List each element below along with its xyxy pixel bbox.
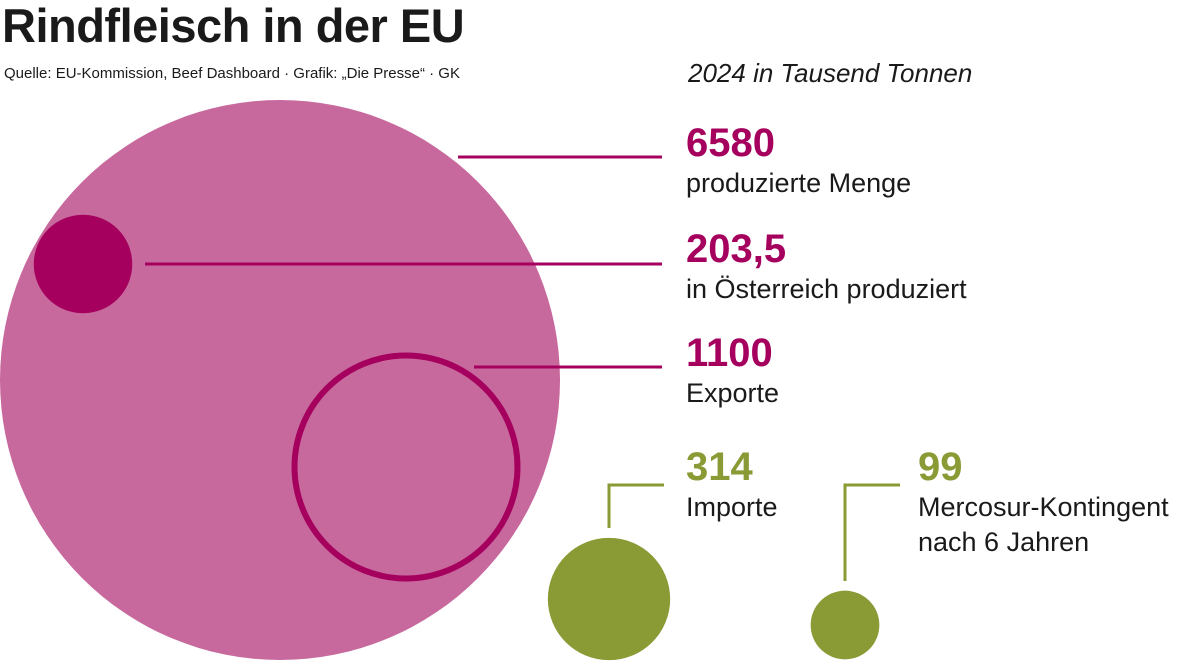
value-importe: 314	[686, 445, 753, 489]
bubble-importe	[547, 537, 671, 661]
label-exporte: 1100 Exporte	[686, 330, 779, 411]
unit-subtitle: 2024 in Tausend Tonnen	[688, 58, 973, 88]
value-exporte: 1100	[686, 331, 773, 375]
caption-importe: Importe	[686, 492, 778, 522]
label-oesterreich: 203,5 in Österreich produziert	[686, 226, 967, 307]
value-mercosur: 99	[918, 445, 963, 489]
caption-exporte: Exporte	[686, 378, 780, 408]
label-importe: 314 Importe	[686, 444, 778, 525]
value-produzierte-menge: 6580	[686, 121, 775, 165]
caption-mercosur-line-1: Mercosur-Kontingent	[918, 492, 1169, 522]
label-produzierte-menge: 6580 produzierte Menge	[686, 120, 911, 201]
label-mercosur: 99 Mercosur-Kontingent nach 6 Jahren	[918, 444, 1169, 560]
caption-oesterreich: in Österreich produziert	[686, 274, 967, 304]
bubble-exporte	[291, 352, 521, 582]
chart-title: Rindfleisch in der EU	[2, 0, 465, 52]
leader-line-mercosur	[843, 483, 900, 581]
bubble-mercosur	[810, 590, 880, 660]
leader-line-importe	[607, 483, 664, 528]
caption-mercosur-line-2: nach 6 Jahren	[918, 527, 1090, 557]
caption-produzierte-menge: produzierte Menge	[686, 168, 912, 198]
value-oesterreich: 203,5	[686, 227, 787, 271]
bubble-produzierte-menge	[0, 100, 560, 660]
bubble-oesterreich	[33, 214, 133, 314]
source-note: Quelle: EU-Kommission, Beef Dashboard · …	[4, 65, 460, 82]
